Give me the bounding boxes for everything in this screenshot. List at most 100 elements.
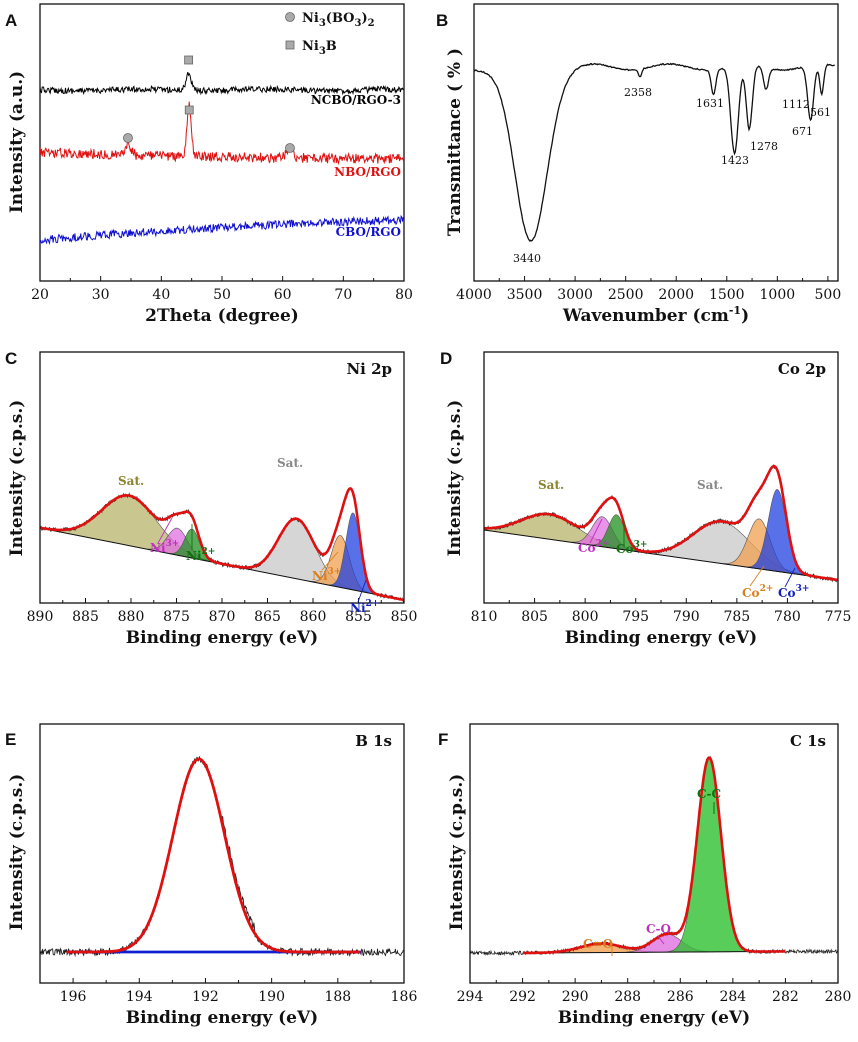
panel-C: 890 885 880 875 870 865 860 855 850 C Intensity (c… [5,349,417,648]
label-leader-line [321,551,339,571]
x-tick-label-B: 3000 [557,287,593,303]
x-tick-label-C: 870 [209,609,236,625]
label-leader-line [357,579,367,603]
series-label-CBO/RGO: CBO/RGO [336,225,401,239]
x-tick-label-E: 186 [391,989,418,1005]
x-axis-title-B: Wavenumber (cm-1) [562,304,749,326]
label-leader-line [157,517,173,544]
fit-envelope-line [40,487,404,602]
x-axis-title-E: Binding energy (eV) [126,1008,318,1028]
peak-label-561: 561 [810,106,831,119]
x-tick-label-B: 1500 [709,287,745,303]
component-label-Co2+: Co2+ [578,539,609,555]
series-line-NBO/RGO [40,101,404,166]
peak-marker-square [184,55,194,65]
panel-letter-F: F [438,730,448,749]
panel-letter-A: A [5,11,17,30]
panel-letter-C: C [5,349,17,368]
x-tick-label-C: 860 [300,609,327,625]
background-line [522,950,786,954]
x-tick-label-C: 880 [118,609,145,625]
y-axis-title-C: Intensity (c.p.s.) [7,400,27,557]
x-tick-label-B: 2000 [658,287,694,303]
x-tick-label-C: 885 [72,609,99,625]
x-tick-label-F: 290 [562,989,589,1005]
panel-letter-B: B [436,11,448,30]
peak-label-3440: 3440 [513,252,541,265]
x-axis-title-F: Binding energy (eV) [558,1008,750,1028]
x-tick-label-C: 875 [163,609,190,625]
x-tick-label-E: 194 [126,989,153,1005]
label-leader-line [784,567,796,588]
x-tick-label-F: 280 [825,989,852,1005]
peak-marker-circle [123,133,133,143]
plot-frame-E [39,723,405,984]
component-label-Co3+: Co3+ [778,584,809,600]
x-tick-label-A: 80 [395,287,413,303]
x-axis-title-C: Binding energy (eV) [126,628,318,648]
x-tick-label-B: 4000 [456,287,492,303]
label-leader-line [657,935,665,945]
x-tick-label-D: 810 [471,609,498,625]
x-tick-label-C: 855 [345,609,372,625]
component-label-C-O: C-O [646,922,671,936]
panel-A: 20 30 40 50 60 70 80 A Intensity (a.u.) 2Theta (d… [5,3,413,326]
x-tick-label-A: 60 [274,287,292,303]
peak-label-671: 671 [792,125,813,138]
label-leader-line [589,518,603,544]
fit-envelope-line [523,756,786,955]
ftir-spectrum-line [473,62,835,242]
component-label-Sat.: Sat. [697,478,723,492]
component-label-Ni2+: Ni2+ [350,599,379,615]
x-tick-label-C: 850 [391,609,418,625]
plot-frame-B [473,3,839,282]
x-tick-label-A: 50 [213,287,231,303]
legend-label-1: Ni3B [302,39,337,57]
panel-title-D: Co 2p [778,360,826,378]
peak-marker-circle [285,143,295,153]
x-tick-label-A: 40 [152,287,170,303]
panel-B: 4000 3500 3000 2500 2000 1500 1000 500 B Transmit… [436,3,842,326]
x-tick-label-B: 1000 [760,287,796,303]
component-label-C-C: C-C [697,787,721,801]
series-line-NCBO/RGO-3 [40,71,404,96]
x-tick-label-F: 286 [667,989,694,1005]
label-leader-line [749,565,765,587]
panel-letter-E: E [5,730,16,749]
x-tick-label-B: 500 [815,287,842,303]
x-tick-label-D: 805 [521,609,548,625]
peak-label-2358: 2358 [624,86,652,99]
legend-circle-icon [285,12,295,22]
x-tick-label-E: 196 [60,989,87,1005]
x-tick-label-F: 284 [719,989,746,1005]
y-axis-title-F: Intensity (c.p.s.) [447,774,467,931]
x-tick-label-E: 188 [324,989,351,1005]
x-tick-label-A: 70 [334,287,352,303]
x-tick-label-D: 800 [572,609,599,625]
peak-label-1631: 1631 [696,97,724,110]
x-tick-label-F: 292 [509,989,536,1005]
x-tick-label-D: 775 [825,609,852,625]
component-label-Co2+: Co2+ [742,584,773,600]
x-tick-label-B: 3500 [507,287,543,303]
x-axis-title-D: Binding energy (eV) [565,628,757,648]
peak-label-1423: 1423 [721,154,749,167]
peak-label-1112: 1112 [782,98,810,111]
component-label-Sat.: Sat. [118,474,144,488]
panel-E: 196 194 192 190 188 186 E Intensity (c.p.s.) Bin… [5,723,418,1028]
series-label-NCBO/RGO-3: NCBO/RGO-3 [311,93,401,107]
x-tick-label-D: 795 [622,609,649,625]
fit-envelope-line [66,757,361,954]
y-axis-title-E: Intensity (c.p.s.) [7,774,27,931]
y-axis-title-D: Intensity (c.p.s.) [445,400,465,557]
y-axis-title-A: Intensity (a.u.) [7,71,27,213]
series-line-CBO/RGO [40,214,404,246]
x-tick-label-F: 288 [614,989,641,1005]
peak-marker-square [184,105,194,115]
component-label-Sat.: Sat. [538,478,564,492]
x-tick-label-A: 30 [92,287,110,303]
panel-letter-D: D [440,349,452,368]
peak-label-1278: 1278 [750,140,778,153]
y-axis-title-B: Transmittance ( % ) [445,48,465,236]
